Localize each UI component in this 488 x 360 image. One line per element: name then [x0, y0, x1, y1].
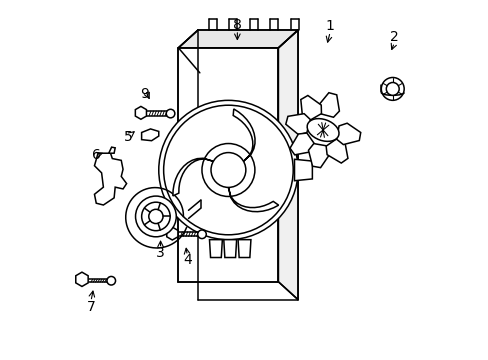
Polygon shape [318, 93, 339, 117]
Circle shape [163, 105, 293, 235]
Polygon shape [94, 153, 126, 205]
Circle shape [148, 209, 163, 224]
Text: 8: 8 [232, 18, 241, 32]
Text: 9: 9 [140, 87, 149, 101]
Polygon shape [108, 147, 115, 153]
Polygon shape [278, 30, 298, 300]
Polygon shape [209, 240, 222, 257]
Polygon shape [300, 95, 321, 120]
Polygon shape [336, 123, 360, 145]
Text: 6: 6 [92, 148, 101, 162]
Circle shape [211, 153, 245, 188]
Polygon shape [233, 109, 254, 161]
Circle shape [107, 276, 115, 285]
Circle shape [202, 144, 254, 197]
Text: 3: 3 [156, 246, 164, 260]
Ellipse shape [306, 118, 338, 141]
Polygon shape [285, 114, 310, 135]
Polygon shape [142, 129, 159, 141]
Text: 7: 7 [86, 300, 95, 314]
Circle shape [386, 82, 398, 95]
Polygon shape [224, 240, 236, 257]
Text: 4: 4 [183, 253, 191, 267]
Circle shape [166, 109, 175, 118]
Text: 1: 1 [325, 19, 334, 33]
Circle shape [159, 100, 298, 240]
Text: 5: 5 [124, 130, 133, 144]
Circle shape [197, 230, 206, 239]
Polygon shape [178, 30, 298, 48]
Text: 2: 2 [389, 30, 398, 44]
Polygon shape [178, 48, 278, 282]
Polygon shape [325, 138, 347, 163]
Circle shape [381, 77, 404, 100]
Polygon shape [76, 272, 88, 287]
Polygon shape [135, 107, 146, 119]
Polygon shape [289, 133, 314, 155]
Circle shape [142, 202, 170, 231]
Circle shape [135, 196, 176, 237]
Polygon shape [228, 188, 278, 212]
Polygon shape [173, 158, 213, 196]
Polygon shape [166, 227, 178, 240]
Polygon shape [238, 240, 250, 257]
Polygon shape [308, 144, 329, 168]
Polygon shape [294, 159, 312, 181]
